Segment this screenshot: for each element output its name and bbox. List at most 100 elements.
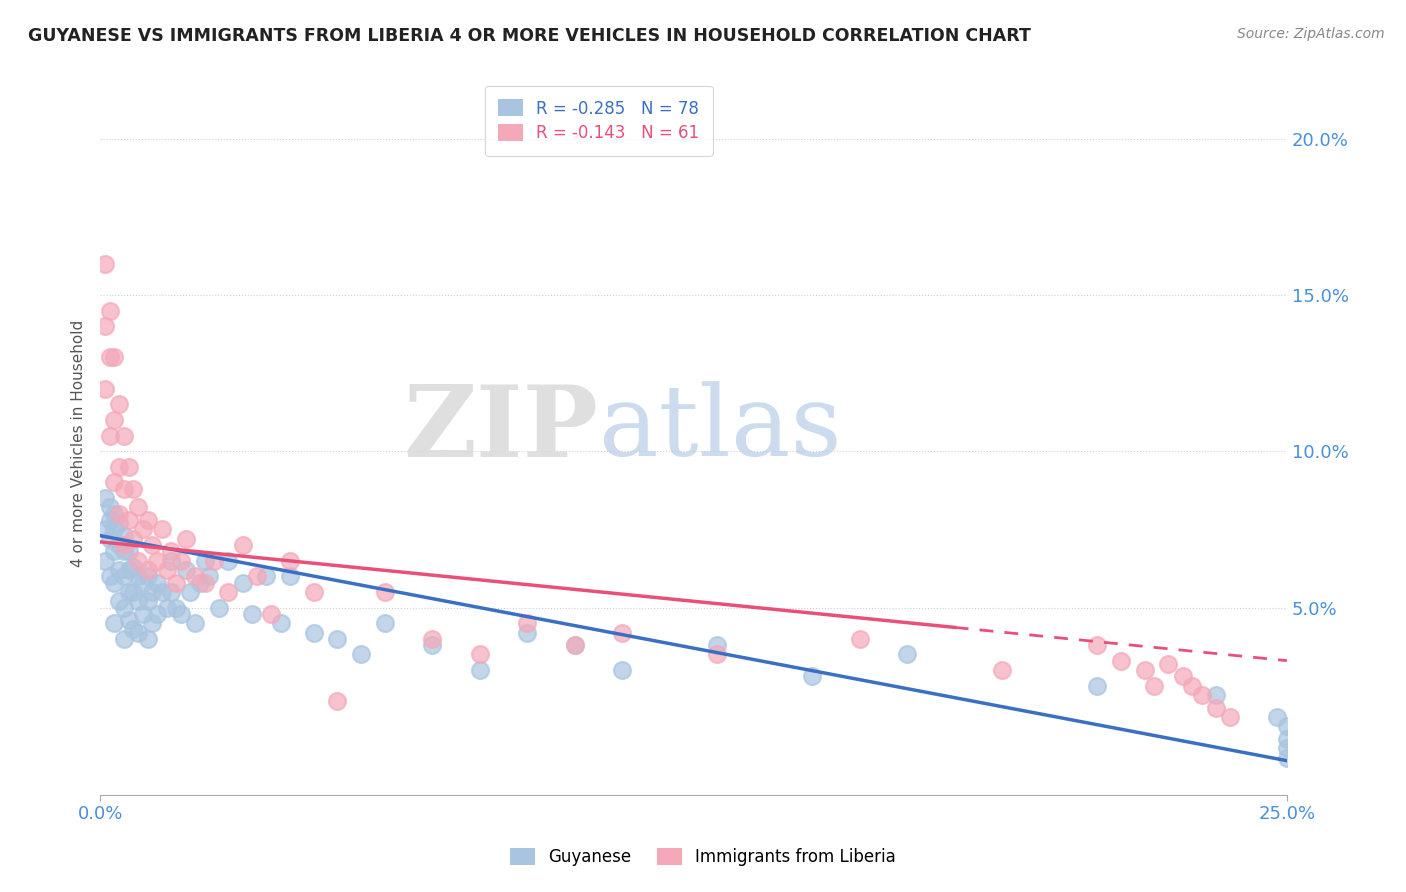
Point: [98, 513, 121, 527]
Point: [136, 569, 159, 583]
Point: [516, 616, 538, 631]
Point: [108, 516, 131, 530]
Point: [98, 351, 121, 365]
Point: [564, 638, 586, 652]
Point: [132, 575, 155, 590]
Point: [217, 554, 239, 568]
Point: [112, 482, 135, 496]
Point: [374, 616, 396, 631]
Point: [98, 428, 121, 442]
Point: [122, 585, 145, 599]
Legend: Guyanese, Immigrants from Liberia: Guyanese, Immigrants from Liberia: [496, 834, 910, 880]
Point: [1133, 663, 1156, 677]
Point: [198, 569, 221, 583]
Point: [612, 663, 634, 677]
Point: [108, 507, 131, 521]
Point: [98, 569, 121, 583]
Point: [146, 607, 169, 621]
Point: [1275, 731, 1298, 746]
Point: [94, 554, 117, 568]
Point: [246, 569, 269, 583]
Point: [127, 569, 149, 583]
Point: [112, 632, 135, 646]
Point: [1085, 679, 1108, 693]
Point: [302, 625, 325, 640]
Point: [801, 669, 824, 683]
Text: ZIP: ZIP: [404, 381, 599, 478]
Point: [184, 616, 207, 631]
Text: GUYANESE VS IMMIGRANTS FROM LIBERIA 4 OR MORE VEHICLES IN HOUSEHOLD CORRELATION : GUYANESE VS IMMIGRANTS FROM LIBERIA 4 OR…: [28, 27, 1031, 45]
Point: [991, 663, 1014, 677]
Point: [132, 522, 155, 536]
Point: [188, 575, 211, 590]
Point: [108, 397, 131, 411]
Point: [112, 569, 135, 583]
Point: [112, 600, 135, 615]
Point: [132, 607, 155, 621]
Point: [103, 507, 125, 521]
Point: [1205, 688, 1227, 702]
Point: [98, 500, 121, 515]
Point: [612, 625, 634, 640]
Point: [122, 532, 145, 546]
Point: [94, 491, 117, 505]
Point: [217, 585, 239, 599]
Point: [1109, 654, 1132, 668]
Point: [1275, 750, 1298, 764]
Point: [1275, 741, 1298, 756]
Point: [103, 544, 125, 558]
Point: [150, 522, 173, 536]
Point: [98, 303, 121, 318]
Point: [1267, 710, 1289, 724]
Point: [117, 563, 139, 577]
Point: [117, 513, 139, 527]
Point: [94, 257, 117, 271]
Point: [165, 600, 187, 615]
Point: [127, 500, 149, 515]
Point: [112, 544, 135, 558]
Point: [117, 585, 139, 599]
Point: [170, 554, 193, 568]
Point: [1205, 700, 1227, 714]
Text: atlas: atlas: [599, 382, 841, 477]
Point: [136, 632, 159, 646]
Point: [1181, 679, 1204, 693]
Point: [94, 319, 117, 334]
Point: [468, 648, 491, 662]
Point: [103, 575, 125, 590]
Point: [94, 522, 117, 536]
Point: [1157, 657, 1180, 671]
Point: [170, 607, 193, 621]
Point: [302, 585, 325, 599]
Point: [1085, 638, 1108, 652]
Point: [141, 616, 163, 631]
Point: [564, 638, 586, 652]
Point: [160, 544, 183, 558]
Point: [122, 623, 145, 637]
Legend: R = -0.285   N = 78, R = -0.143   N = 61: R = -0.285 N = 78, R = -0.143 N = 61: [485, 86, 713, 156]
Point: [326, 694, 349, 708]
Point: [150, 585, 173, 599]
Point: [122, 482, 145, 496]
Point: [1171, 669, 1194, 683]
Point: [706, 648, 728, 662]
Point: [278, 554, 301, 568]
Point: [193, 575, 215, 590]
Point: [232, 538, 254, 552]
Point: [103, 351, 125, 365]
Point: [350, 648, 373, 662]
Point: [165, 575, 187, 590]
Point: [103, 522, 125, 536]
Point: [468, 663, 491, 677]
Point: [706, 638, 728, 652]
Point: [155, 563, 177, 577]
Point: [155, 600, 177, 615]
Point: [141, 538, 163, 552]
Point: [1143, 679, 1166, 693]
Point: [141, 585, 163, 599]
Point: [374, 585, 396, 599]
Point: [260, 607, 283, 621]
Point: [1191, 688, 1213, 702]
Point: [108, 459, 131, 474]
Point: [1275, 719, 1298, 733]
